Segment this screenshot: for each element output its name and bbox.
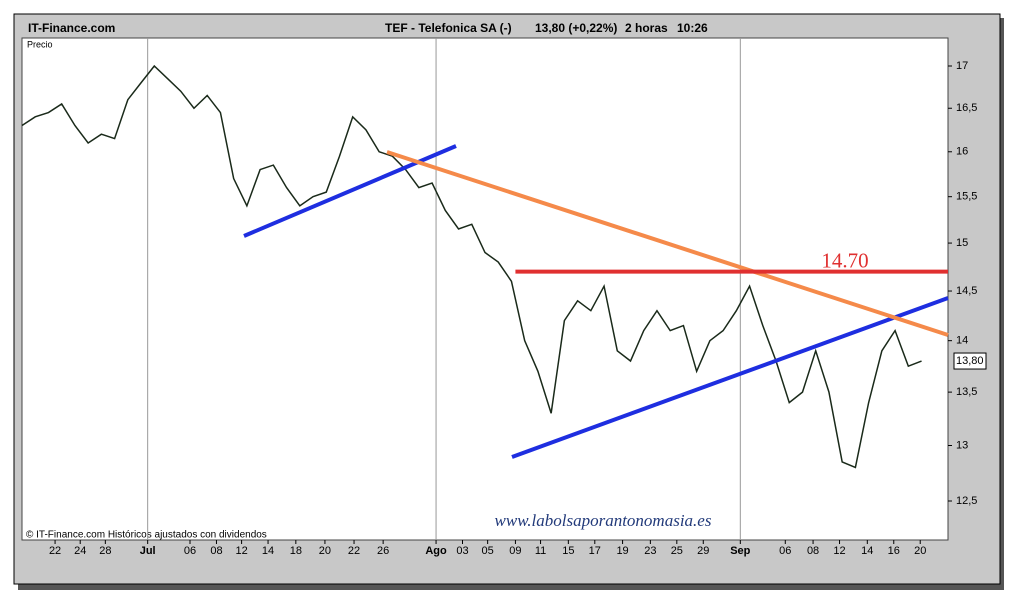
x-tick-label: 22: [348, 545, 360, 557]
x-tick-label: 03: [456, 545, 468, 557]
x-tick-label: 05: [482, 545, 494, 557]
y-tick-label: 15: [956, 237, 968, 249]
x-tick-label: 06: [184, 545, 196, 557]
plot: 12,5 13 13,5 14 14,5 15 15,5 16 16,5 17 22 24 28 Jul 0…: [21, 38, 977, 557]
y-tick-label: 17: [956, 60, 968, 72]
last-value-label: 13,80: [956, 355, 984, 367]
x-tick-label: Sep: [730, 545, 750, 557]
y-tick-label: 16: [956, 146, 968, 158]
interval: 2 horas: [625, 21, 668, 35]
y-axis-label: Precio: [27, 39, 53, 49]
quote: 13,80 (+0,22%): [535, 21, 617, 35]
x-tick-label: 22: [49, 545, 61, 557]
x-tick-label: 16: [888, 545, 900, 557]
x-tick-label: 25: [671, 545, 683, 557]
trend-line: [386, 150, 949, 337]
x-tick-label: 18: [290, 545, 302, 557]
trend-line: [511, 296, 949, 459]
x-tick-label: 08: [210, 545, 222, 557]
x-tick-label: 29: [697, 545, 709, 557]
x-tick-label: 06: [779, 545, 791, 557]
x-tick-label: Ago: [425, 545, 447, 557]
y-tick-label: 13,5: [956, 386, 977, 398]
x-tick-label: 14: [262, 545, 274, 557]
time: 10:26: [677, 21, 708, 35]
x-tick-label: 26: [377, 545, 389, 557]
x-tick-label: 14: [861, 545, 873, 557]
watermark: www.labolsaporantonomasia.es: [495, 511, 712, 530]
x-tick-label: Jul: [140, 545, 156, 557]
x-tick-label: 15: [562, 545, 574, 557]
y-tick-label: 12,5: [956, 495, 977, 507]
y-tick-label: 14: [956, 335, 968, 347]
plot-area: [21, 37, 949, 541]
x-tick-label: 28: [99, 545, 111, 557]
source: IT-Finance.com: [28, 21, 115, 35]
x-tick-label: 23: [644, 545, 656, 557]
y-tick-label: 14,5: [956, 285, 977, 297]
x-tick-label: 12: [235, 545, 247, 557]
footer: © IT-Finance.com Históricos ajustados co…: [26, 530, 267, 541]
x-tick-label: 20: [319, 545, 331, 557]
x-tick-label: 20: [914, 545, 926, 557]
symbol: TEF - Telefonica SA (-): [385, 21, 512, 35]
price-line: [21, 64, 922, 469]
x-tick-label: 11: [535, 545, 546, 557]
x-tick-label: 12: [833, 545, 845, 557]
x-tick-label: 09: [509, 545, 521, 557]
last-value-box: [953, 352, 987, 370]
x-tick-label: 08: [807, 545, 819, 557]
y-tick-label: 16,5: [956, 102, 977, 114]
x-tick-label: 24: [74, 545, 86, 557]
x-tick-label: 17: [589, 545, 601, 557]
y-tick-label: 13: [956, 439, 968, 451]
x-tick-label: 19: [616, 545, 628, 557]
y-tick-label: 15,5: [956, 191, 977, 203]
level-label: 14.70: [821, 248, 868, 272]
